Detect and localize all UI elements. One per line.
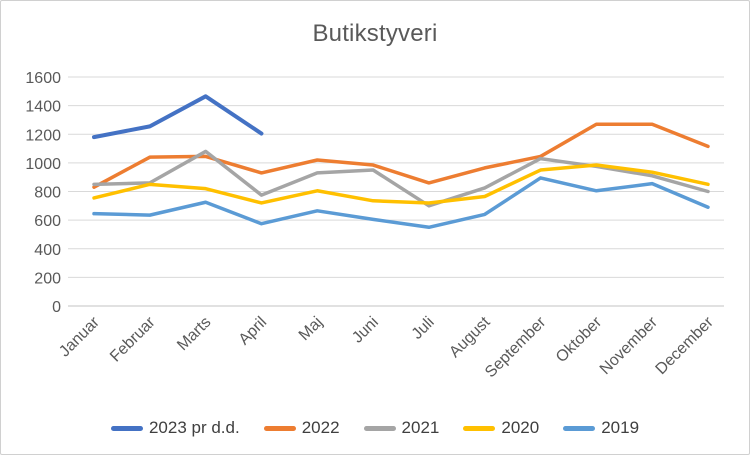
legend-line-swatch [263,425,296,431]
y-tick-label: 1200 [25,127,61,144]
y-tick-label: 800 [34,185,61,202]
legend-label: 2019 [601,418,640,437]
series-line-2023-pr-d-d [92,94,264,140]
legend-label: 2023 pr d.d. [148,418,240,437]
legend-label: 2022 [301,418,340,437]
y-tick-label: 0 [52,299,61,316]
y-tick-label: 1000 [25,156,61,173]
x-tick-label: Januar [56,313,103,360]
x-tick-label: August [446,313,494,361]
series-line-2019 [92,176,710,230]
series-line-2021 [92,149,710,208]
line-chart-plot: 0 200 400 600 800 1000 1200 1400 1600 Januar Febru… [25,70,724,381]
x-tick-label: November [597,313,662,378]
series-line-2022 [92,122,710,189]
legend: 2023 pr d.d. 2022 2021 2020 2019 [1,418,749,438]
x-tick-label: Februar [107,313,159,365]
x-tick-label: April [236,314,271,349]
legend-item-2022: 2022 [263,418,340,438]
legend-item-2020: 2020 [463,418,539,438]
x-tick-label: Maj [296,314,326,344]
legend-label: 2020 [501,418,540,437]
y-tick-label: 1400 [25,99,61,116]
x-tick-label: Juli [409,314,438,343]
y-tick-label: 400 [34,242,61,259]
x-tick-label: Oktober [553,313,606,366]
y-tick-label: 200 [34,270,61,287]
legend-item-2019: 2019 [563,418,639,438]
x-tick-label: Juni [349,314,382,347]
y-tick-label: 600 [34,213,61,230]
legend-item-2021: 2021 [363,418,440,438]
x-tick-label: December [653,313,718,378]
legend-item-2023-pr-d-d: 2023 pr d.d. [110,418,240,438]
y-tick-label: 1600 [25,70,61,87]
legend-label: 2021 [401,418,440,437]
legend-line-swatch [563,425,596,431]
chart-title: Butikstyveri [312,20,438,47]
x-tick-label: Marts [174,314,214,354]
legend-line-swatch [363,425,396,431]
legend-line-swatch [110,425,143,431]
legend-line-swatch [463,425,496,431]
series-line-2020 [92,163,710,205]
x-tick-label: September [482,313,550,381]
